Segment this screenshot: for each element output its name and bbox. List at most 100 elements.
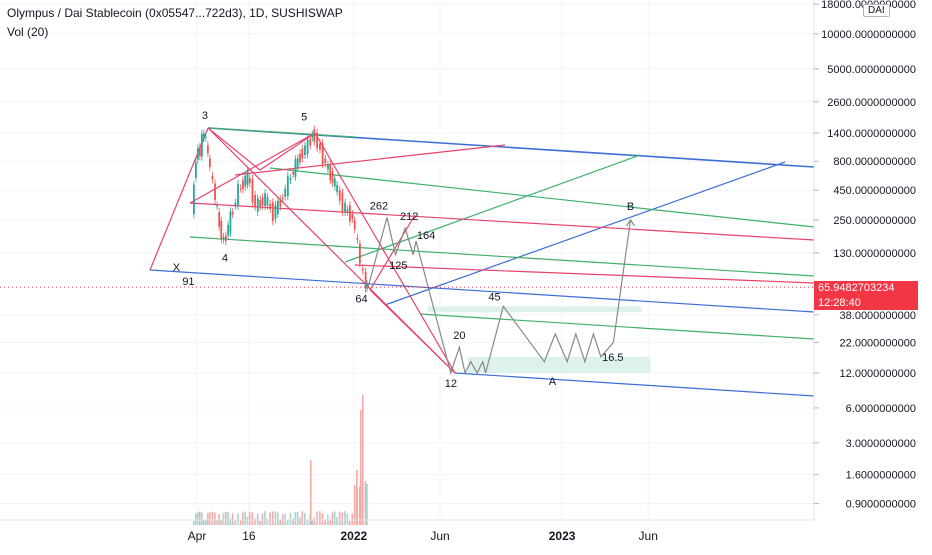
wave-label-X: X xyxy=(173,262,181,274)
wave-label-B: B xyxy=(627,201,634,213)
volume-bar xyxy=(195,513,197,525)
candle-body xyxy=(309,138,312,146)
volume-bar xyxy=(211,511,214,525)
volume-bar xyxy=(214,512,216,525)
volume-bar xyxy=(286,520,289,525)
candle-body xyxy=(211,175,214,180)
x-tick-label: 2022 xyxy=(341,529,368,543)
volume-bar xyxy=(254,518,256,525)
green-line xyxy=(269,167,815,228)
candle-body xyxy=(227,224,230,236)
candle-body xyxy=(313,129,316,142)
candle-body xyxy=(244,175,247,187)
trend-line-blue xyxy=(384,161,786,306)
support-box xyxy=(467,356,651,373)
pitchfork-handle xyxy=(259,132,316,171)
y-tick-label: 450.0000000000 xyxy=(833,185,916,197)
wave-label-20: 20 xyxy=(453,330,465,342)
x-tick-label: 16 xyxy=(242,529,256,543)
red-line-lower xyxy=(354,264,815,284)
candle-body xyxy=(359,243,361,264)
candle-body xyxy=(324,158,327,164)
candle-body xyxy=(197,148,199,160)
channel-line-lower xyxy=(149,269,815,313)
candle-body xyxy=(301,148,304,159)
candle-body xyxy=(198,146,201,156)
currency-badge[interactable]: DAI xyxy=(863,4,890,17)
volume-spike xyxy=(310,460,312,525)
volume-bar xyxy=(234,520,237,525)
x-tick-label: 2023 xyxy=(549,529,576,543)
wave-label-A: A xyxy=(549,376,557,388)
candle-body xyxy=(264,193,266,207)
candle-body xyxy=(269,203,272,209)
volume-bar xyxy=(220,519,222,525)
projection-arrowhead xyxy=(626,218,636,227)
wave-label-3: 3 xyxy=(202,110,208,122)
candle-body xyxy=(246,170,249,185)
pitchfork-handle xyxy=(314,132,456,374)
candle-body xyxy=(208,158,211,167)
volume-bar xyxy=(229,518,232,525)
volume-bar xyxy=(304,512,306,525)
wave-label-212: 212 xyxy=(400,211,418,223)
y-tick-label: 10000.0000000000 xyxy=(821,29,916,41)
projection-path xyxy=(367,217,636,376)
volume-bar xyxy=(292,518,294,525)
y-axis-bg xyxy=(814,0,932,550)
x-axis: Apr 16 2022 Jun 2023 Jun xyxy=(0,519,814,543)
wave-label-125: 125 xyxy=(389,260,407,272)
candle-body xyxy=(333,178,336,187)
volume-bar xyxy=(284,513,286,525)
candle-body xyxy=(319,143,321,150)
y-tick-label: 800.0000000000 xyxy=(833,156,916,168)
volume-bar xyxy=(359,486,361,525)
x-tick-label: Jun xyxy=(639,529,658,543)
volume-bar xyxy=(251,512,254,525)
volume-bar xyxy=(246,516,249,525)
volume-bar xyxy=(222,512,225,525)
volume-indicator-label[interactable]: Vol (20) xyxy=(7,25,49,39)
candle-body xyxy=(289,178,292,181)
volume-bar xyxy=(296,511,299,525)
candle-body xyxy=(349,205,351,222)
volume-bar xyxy=(244,511,246,525)
volume-bar xyxy=(294,511,297,525)
candle-body xyxy=(284,188,287,197)
volume-bar xyxy=(237,513,239,525)
candle-body xyxy=(193,184,195,215)
candle-body xyxy=(224,235,227,242)
candle-body xyxy=(220,221,223,240)
volume-spike xyxy=(356,470,358,525)
y-tick-label: 6.0000000000 xyxy=(846,403,916,415)
volume-bars xyxy=(193,395,368,525)
candle-body xyxy=(331,171,334,184)
candle-body xyxy=(237,183,239,206)
pitchfork-handle xyxy=(207,127,261,171)
volume-bar xyxy=(329,519,331,525)
candle-body xyxy=(366,283,368,288)
candle-body xyxy=(321,143,324,165)
candle-body xyxy=(248,178,251,184)
volume-bar xyxy=(227,512,229,525)
x-tick-label: Apr xyxy=(188,529,207,543)
volume-bar xyxy=(274,511,277,525)
candle-body xyxy=(259,199,262,207)
candle-body xyxy=(304,145,306,156)
candle-body xyxy=(329,163,332,181)
volume-bar xyxy=(316,511,318,525)
volume-bar xyxy=(216,519,218,525)
candle-body xyxy=(195,162,197,178)
volume-bar xyxy=(353,485,356,525)
candle-body xyxy=(341,192,344,213)
y-tick-label: 1400.0000000000 xyxy=(827,128,916,140)
y-tick-label: 12.0000000000 xyxy=(840,368,916,380)
volume-bar xyxy=(346,513,349,525)
volume-bar xyxy=(208,511,211,525)
candle-body xyxy=(206,145,209,154)
red-line-median xyxy=(189,202,815,241)
candle-body xyxy=(356,237,359,240)
candle-body xyxy=(254,194,257,207)
